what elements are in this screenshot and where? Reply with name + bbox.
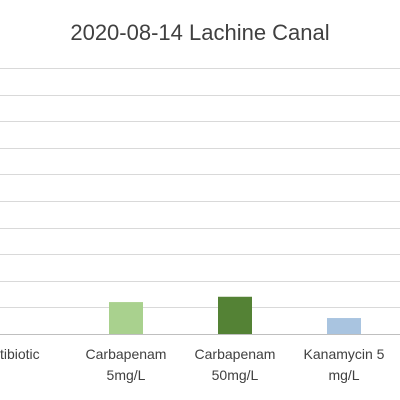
bars — [109, 296, 361, 334]
tick-label-line: 5mg/L — [107, 367, 146, 383]
gridlines — [0, 68, 400, 335]
tick-label-3: Kanamycin 5 mg/L — [304, 346, 385, 383]
bar-3 — [327, 318, 361, 334]
tick-label-line: Kanamycin 5 — [304, 346, 385, 362]
tick-label-line: antibiotic — [0, 346, 40, 362]
tick-label-line: mg/L — [328, 367, 359, 383]
tick-label-0: antibiotic — [0, 346, 40, 362]
tick-label-line: 50mg/L — [212, 367, 259, 383]
tick-label-line: Carbapenam — [86, 346, 167, 362]
tick-label-line: Carbapenam — [195, 346, 276, 362]
bar-1 — [109, 302, 143, 334]
tick-label-2: Carbapenam 50mg/L — [195, 346, 276, 383]
bar-2 — [218, 296, 252, 334]
chart-title: 2020-08-14 Lachine Canal — [70, 20, 329, 45]
category-tick-labels: antibiotic Carbapenam 5mg/L Carbapenam 50mg/… — [0, 346, 385, 383]
tick-label-1: Carbapenam 5mg/L — [86, 346, 167, 383]
